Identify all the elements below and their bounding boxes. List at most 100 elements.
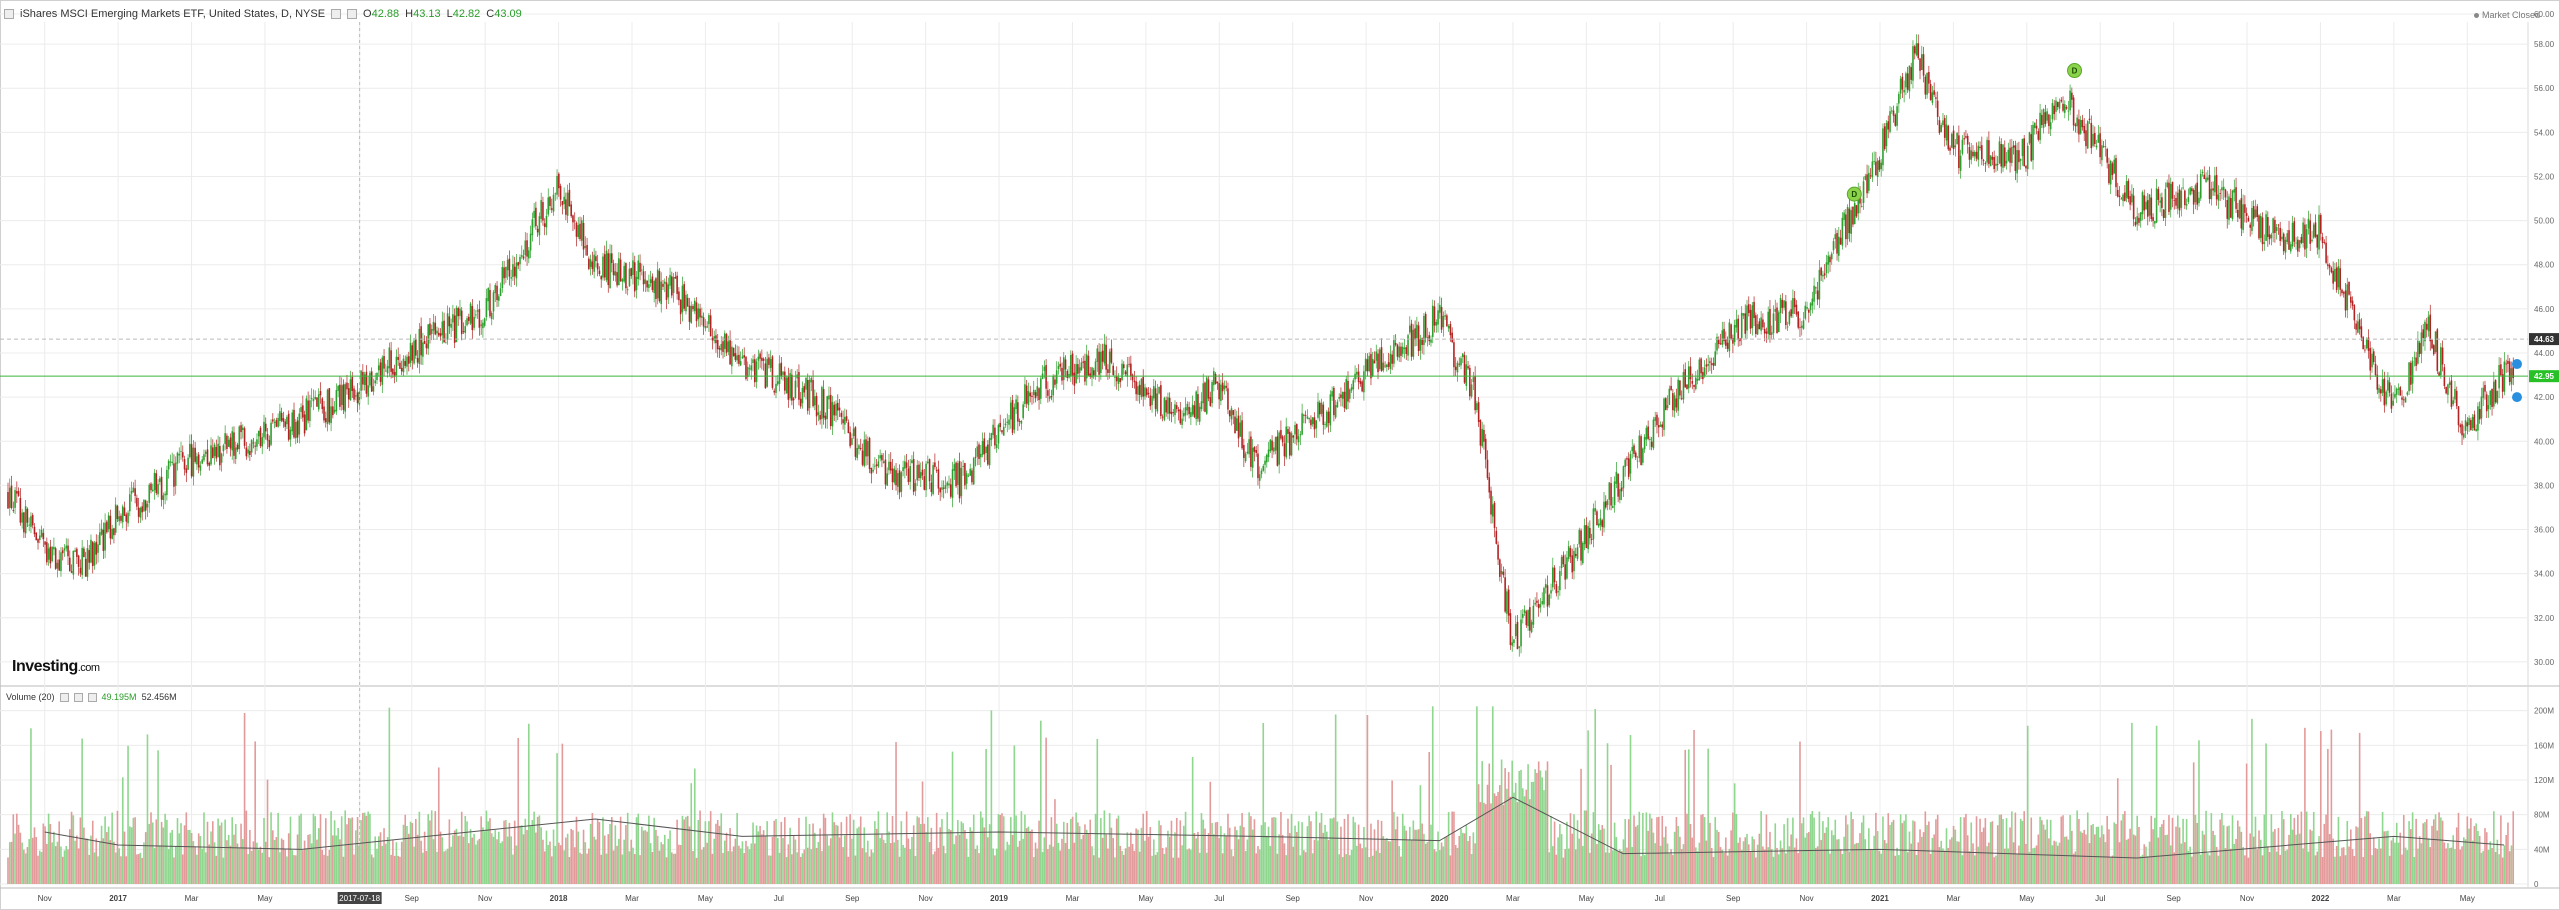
volume-bar [490, 833, 493, 884]
candle-body [337, 385, 339, 391]
volume-bar [1387, 841, 1390, 884]
candle-body [2242, 204, 2244, 230]
candle-body [1444, 315, 1446, 317]
volume-bar [1391, 780, 1393, 884]
volume-bar [130, 827, 133, 884]
candle-body [37, 539, 39, 543]
volume-bar [220, 822, 223, 884]
candle-body [2007, 149, 2010, 161]
volume-bar [1624, 819, 1626, 884]
time-tick-label: Mar [185, 894, 199, 903]
candle-body [1702, 372, 1704, 380]
candle-body [1804, 305, 1807, 319]
volume-bar [1975, 816, 1978, 884]
candle-body [123, 507, 126, 516]
volume-bar [1917, 842, 1920, 884]
candle-body [353, 388, 355, 400]
volume-bar [342, 856, 345, 884]
candle-body [2035, 125, 2038, 129]
volume-bar [1779, 840, 1782, 884]
volume-bar [1785, 853, 1787, 884]
candle-body [859, 447, 862, 450]
volume-bar [58, 821, 60, 884]
candle-body [416, 357, 419, 363]
candle-body [1710, 363, 1713, 365]
candle-body [1075, 364, 1077, 384]
candle-body [720, 343, 723, 351]
volume-bar [2447, 843, 2449, 884]
candle-body [1919, 58, 1921, 71]
candle-body [782, 371, 784, 375]
candle-body [1340, 394, 1342, 398]
volume-bar [1460, 828, 1462, 884]
candle-body [1687, 366, 1690, 389]
candle-body [91, 541, 94, 567]
candle-body [1004, 423, 1007, 426]
candle-body [2475, 429, 2477, 432]
candle-body [1613, 481, 1616, 506]
candle-body [904, 461, 906, 469]
volume-bar [1816, 846, 1819, 884]
settings-icon[interactable] [331, 9, 342, 19]
volume-bar [1530, 781, 1533, 884]
volume-bar [679, 845, 682, 884]
volume-bar [1567, 848, 1570, 884]
collapse-icon[interactable] [4, 9, 14, 19]
volume-bar [2510, 845, 2513, 884]
candle-body [1853, 202, 1856, 225]
volume-bar [1287, 818, 1289, 884]
volume-bar [1777, 854, 1780, 884]
volume-bar [1205, 852, 1208, 884]
candle-body [874, 465, 876, 467]
candle-body [1020, 420, 1023, 424]
candle-body [365, 371, 368, 394]
volume-bar [1613, 822, 1616, 884]
candle-body [1121, 363, 1123, 381]
volume-bar [2046, 819, 2048, 884]
candle-body [127, 512, 129, 524]
candle-body [1610, 483, 1612, 506]
volume-bar [550, 856, 553, 884]
candle-body [618, 258, 620, 286]
volume-bar [157, 750, 159, 884]
candle-body [219, 446, 221, 466]
candle-body [1717, 339, 1720, 345]
volume-bar [2238, 826, 2241, 884]
candle-body [1906, 73, 1909, 90]
volume-bar [754, 843, 756, 884]
candle-body [1246, 451, 1249, 454]
candle-body [2072, 97, 2075, 126]
volume-hide-icon[interactable] [73, 692, 83, 702]
candle-body [1128, 363, 1130, 365]
volume-bar [2035, 845, 2038, 884]
candle-body [1958, 135, 1960, 169]
volume-bar [400, 841, 403, 884]
volume-bar [1769, 831, 1771, 884]
candle-body [699, 308, 701, 318]
volume-bar [558, 842, 560, 884]
volume-bar [2468, 828, 2470, 884]
candle-body [1659, 424, 1662, 427]
candle-body [559, 185, 562, 200]
volume-bar [353, 854, 355, 884]
candle-body [681, 285, 684, 313]
candle-body [614, 271, 617, 276]
candle-body [1170, 411, 1173, 415]
candle-body [2357, 321, 2359, 333]
volume-bar [732, 846, 735, 884]
volume-bar [1830, 830, 1833, 884]
volume-close-icon[interactable] [87, 692, 97, 702]
volume-bar [1144, 840, 1146, 884]
volume-bar [12, 814, 15, 884]
volume-bar [1197, 831, 1199, 884]
volume-settings-icon[interactable] [59, 692, 69, 702]
volume-bar [1048, 844, 1051, 884]
candle-body [870, 468, 873, 474]
candle-body [1061, 367, 1063, 381]
volume-bar [63, 850, 66, 884]
candle-body [2268, 234, 2271, 240]
candle-body [905, 462, 908, 468]
candle-body [1996, 164, 1999, 165]
candle-body [2304, 224, 2306, 250]
close-icon[interactable] [347, 9, 358, 19]
